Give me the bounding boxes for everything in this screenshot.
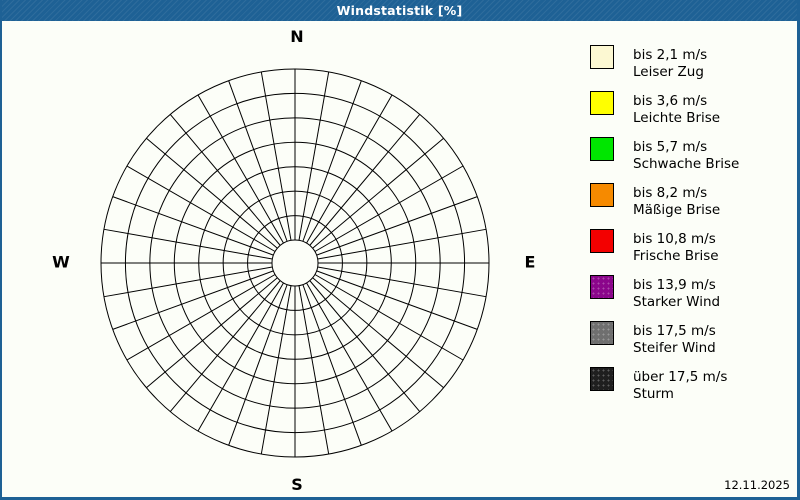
grid-spoke — [146, 137, 278, 249]
grid-spoke — [146, 277, 278, 389]
grid-spoke — [260, 71, 292, 241]
grid-spoke — [316, 270, 478, 330]
grid-spoke — [298, 285, 330, 455]
grid-spoke — [306, 94, 393, 244]
date-label: 12.11.2025 — [724, 478, 790, 492]
grid-spoke — [314, 274, 464, 361]
legend-item-label: bis 5,7 m/s Schwache Brise — [633, 139, 739, 173]
legend-speed-label: bis 2,1 m/s — [633, 47, 708, 63]
legend-color-swatch — [590, 45, 614, 69]
legend-speed-label: bis 3,6 m/s — [633, 93, 708, 109]
legend-color-swatch — [590, 91, 614, 115]
grid-spoke — [228, 284, 288, 446]
legend-item-label: bis 17,5 m/s Steifer Wind — [633, 323, 716, 357]
grid-spoke — [309, 114, 421, 246]
grid-hub-circle — [271, 239, 319, 287]
legend-class-name: Mäßige Brise — [633, 202, 721, 218]
legend-item-label: bis 13,9 m/s Starker Wind — [633, 277, 720, 311]
legend-speed-label: bis 13,9 m/s — [633, 277, 716, 293]
legend-class-name: Starker Wind — [633, 294, 721, 310]
grid-spoke — [228, 80, 288, 242]
grid-spoke — [314, 165, 464, 252]
legend-class-name: Sturm — [633, 386, 674, 402]
grid-spoke — [312, 137, 444, 249]
legend-color-swatch — [590, 275, 614, 299]
grid-spoke — [302, 284, 362, 446]
grid-spoke — [302, 80, 362, 242]
legend-color-swatch — [590, 367, 614, 391]
grid-spoke — [197, 94, 284, 244]
legend-color-swatch — [590, 321, 614, 345]
compass-label-east: E — [524, 252, 536, 272]
legend-item-label: bis 8,2 m/s Mäßige Brise — [633, 185, 720, 219]
legend-color-swatch — [590, 137, 614, 161]
grid-spoke — [309, 280, 421, 412]
grid-spoke — [126, 274, 276, 361]
grid-spoke — [316, 196, 478, 256]
legend-item: bis 13,9 m/s Starker Wind — [590, 275, 790, 321]
window-titlebar[interactable]: Windstatistik [%] — [2, 0, 797, 21]
legend-item-label: bis 10,8 m/s Frische Brise — [633, 231, 719, 265]
grid-spoke — [103, 266, 273, 298]
grid-spoke — [197, 282, 284, 432]
legend-item-label: über 17,5 m/s Sturm — [633, 369, 727, 403]
legend-speed-label: bis 8,2 m/s — [633, 185, 708, 201]
grid-spoke — [260, 285, 292, 455]
legend-class-name: Steifer Wind — [633, 340, 716, 356]
legend-item: bis 3,6 m/s Leichte Brise — [590, 91, 790, 137]
grid-spoke — [312, 277, 444, 389]
legend-color-swatch — [590, 183, 614, 207]
grid-spoke — [317, 266, 487, 298]
legend: bis 2,1 m/s Leiser Zug bis 3,6 m/s Leichte … — [590, 45, 790, 413]
compass-label-south: S — [291, 475, 303, 494]
legend-class-name: Frische Brise — [633, 248, 719, 264]
legend-class-name: Schwache Brise — [633, 156, 740, 172]
legend-item: bis 10,8 m/s Frische Brise — [590, 229, 790, 275]
legend-item-label: bis 2,1 m/s Leiser Zug — [633, 47, 707, 81]
legend-speed-label: bis 17,5 m/s — [633, 323, 716, 339]
grid-spoke — [169, 114, 281, 246]
grid-spoke — [317, 228, 487, 260]
grid-spoke — [112, 270, 274, 330]
legend-speed-label: bis 10,8 m/s — [633, 231, 716, 247]
legend-color-swatch — [590, 229, 614, 253]
legend-speed-label: bis 5,7 m/s — [633, 139, 708, 155]
legend-class-name: Leichte Brise — [633, 110, 721, 126]
window-title: Windstatistik [%] — [336, 3, 463, 18]
grid-spoke — [298, 71, 330, 241]
legend-class-name: Leiser Zug — [633, 64, 704, 80]
legend-speed-label: über 17,5 m/s — [633, 369, 728, 385]
grid-spoke — [126, 165, 276, 252]
grid-spoke — [169, 280, 281, 412]
legend-item: über 17,5 m/s Sturm — [590, 367, 790, 413]
legend-item: bis 2,1 m/s Leiser Zug — [590, 45, 790, 91]
legend-item: bis 17,5 m/s Steifer Wind — [590, 321, 790, 367]
legend-item: bis 5,7 m/s Schwache Brise — [590, 137, 790, 183]
grid-spoke — [112, 196, 274, 256]
compass-label-north: N — [290, 27, 304, 46]
grid-spoke — [103, 228, 273, 260]
legend-item: bis 8,2 m/s Mäßige Brise — [590, 183, 790, 229]
compass-label-west: W — [52, 252, 70, 272]
legend-item-label: bis 3,6 m/s Leichte Brise — [633, 93, 720, 127]
windrose-polar-grid — [100, 68, 490, 458]
grid-spoke — [306, 282, 393, 432]
